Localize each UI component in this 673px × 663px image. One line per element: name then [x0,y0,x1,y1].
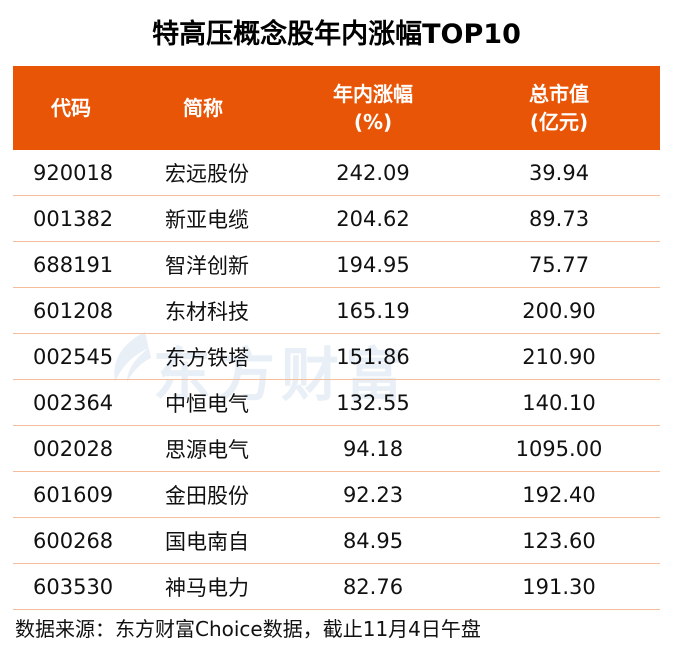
cell-gain: 94.18 [342,436,404,461]
table-row: 688191 智洋创新 194.95 75.77 [13,242,660,288]
cell-cap: 210.90 [522,344,596,369]
page-title: 特高压概念股年内涨幅TOP10 [152,19,521,50]
cell-gain: 204.62 [336,206,410,231]
header-code: 代码 [51,96,91,120]
cell-gain: 165.19 [336,298,410,323]
cell-name: 宏远股份 [165,161,249,186]
table-row: 601609 金田股份 92.23 192.40 [13,472,660,518]
cell-gain: 84.95 [342,528,404,553]
cell-cap: 200.90 [522,298,596,323]
cell-gain: 242.09 [336,160,410,185]
cell-name: 思源电气 [165,437,249,462]
cell-cap: 191.30 [522,574,596,599]
table-row: 920018 宏远股份 242.09 39.94 [13,150,660,196]
cell-cap: 89.73 [528,206,590,231]
cell-gain: 151.86 [336,344,410,369]
header-gain: 年内涨幅 (%) [288,80,458,136]
cell-cap: 75.77 [528,252,590,277]
cell-gain: 194.95 [336,252,410,277]
cell-name: 国电南自 [165,529,249,554]
cell-name: 新亚电缆 [165,207,249,232]
cell-code: 603530 [33,574,114,599]
cell-name: 中恒电气 [165,391,249,416]
cell-name: 东材科技 [165,299,249,324]
table-row: 002028 思源电气 94.18 1095.00 [13,426,660,472]
cell-name: 智洋创新 [165,253,249,278]
ranking-table: 代码 简称 年内涨幅 (%) 总市值 (亿元) 920018 宏远股份 242.… [13,66,660,610]
table-row: 601208 东材科技 165.19 200.90 [13,288,660,334]
table-header: 代码 简称 年内涨幅 (%) 总市值 (亿元) [13,66,660,150]
table-row: 002545 东方铁塔 151.86 210.90 [13,334,660,380]
cell-code: 001382 [33,206,114,231]
cell-gain: 82.76 [342,574,404,599]
data-source-note: 数据来源：东方财富Choice数据，截止11月4日午盘 [15,617,481,641]
table-row: 002364 中恒电气 132.55 140.10 [13,380,660,426]
cell-name: 东方铁塔 [165,345,249,370]
cell-name: 金田股份 [165,483,249,508]
cell-cap: 140.10 [522,390,596,415]
cell-code: 601609 [33,482,114,507]
cell-gain: 132.55 [336,390,410,415]
table-row: 603530 神马电力 82.76 191.30 [13,564,660,610]
header-cap: 总市值 (亿元) [458,80,660,136]
table-row: 001382 新亚电缆 204.62 89.73 [13,196,660,242]
header-name: 简称 [183,96,223,120]
cell-cap: 1095.00 [515,436,603,461]
cell-code: 600268 [33,528,114,553]
cell-name: 神马电力 [165,575,249,600]
header-gain-label: 年内涨幅 [333,82,413,106]
cell-code: 920018 [33,160,114,185]
cell-cap: 192.40 [522,482,596,507]
cell-code: 601208 [33,298,114,323]
cell-code: 688191 [33,252,114,277]
cell-cap: 39.94 [528,160,590,185]
cell-code: 002545 [33,344,114,369]
cell-gain: 92.23 [342,482,404,507]
header-cap-label: 总市值 [529,82,589,106]
cell-cap: 123.60 [522,528,596,553]
cell-code: 002364 [33,390,114,415]
header-gain-unit: (%) [353,110,393,134]
cell-code: 002028 [33,436,114,461]
header-cap-unit: (亿元) [529,110,589,134]
table-row: 600268 国电南自 84.95 123.60 [13,518,660,564]
